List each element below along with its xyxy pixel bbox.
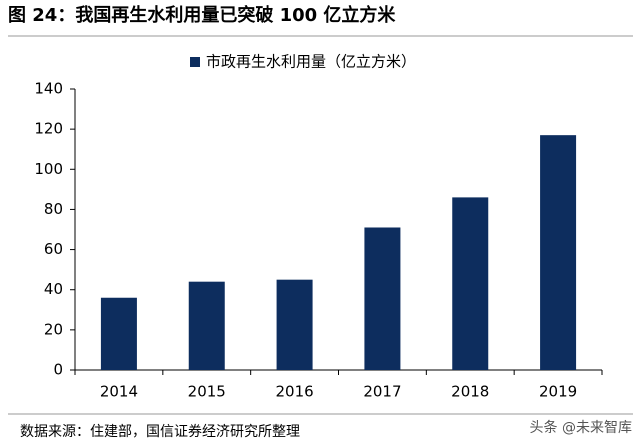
x-tick-label: 2015 xyxy=(188,383,226,401)
bar xyxy=(540,135,577,370)
bar xyxy=(100,297,137,370)
x-tick-label: 2019 xyxy=(539,383,577,401)
bar xyxy=(188,281,225,370)
y-tick-label: 120 xyxy=(34,120,63,138)
y-tick-label: 20 xyxy=(44,320,63,338)
bar xyxy=(452,197,489,370)
x-tick-label: 2014 xyxy=(100,383,138,401)
y-tick-label: 0 xyxy=(53,361,63,379)
watermark: 头条 @未来智库 xyxy=(530,419,632,436)
bar xyxy=(276,279,313,370)
x-tick-label: 2016 xyxy=(275,383,313,401)
y-tick-label: 80 xyxy=(44,200,63,218)
x-tick-label: 2017 xyxy=(363,383,401,401)
legend-swatch xyxy=(190,57,200,67)
legend-label: 市政再生水利用量（亿立方米） xyxy=(206,53,416,71)
y-tick-label: 100 xyxy=(34,160,63,178)
bar xyxy=(364,227,401,370)
chart-title: 图 24：我国再生水利用量已突破 100 亿立方米 xyxy=(8,4,396,26)
y-tick-label: 40 xyxy=(44,280,63,298)
y-tick-label: 140 xyxy=(34,80,63,98)
y-tick-label: 60 xyxy=(44,240,63,258)
x-tick-label: 2018 xyxy=(451,383,489,401)
source: 数据来源：住建部，国信证券经济研究所整理 xyxy=(20,424,300,440)
